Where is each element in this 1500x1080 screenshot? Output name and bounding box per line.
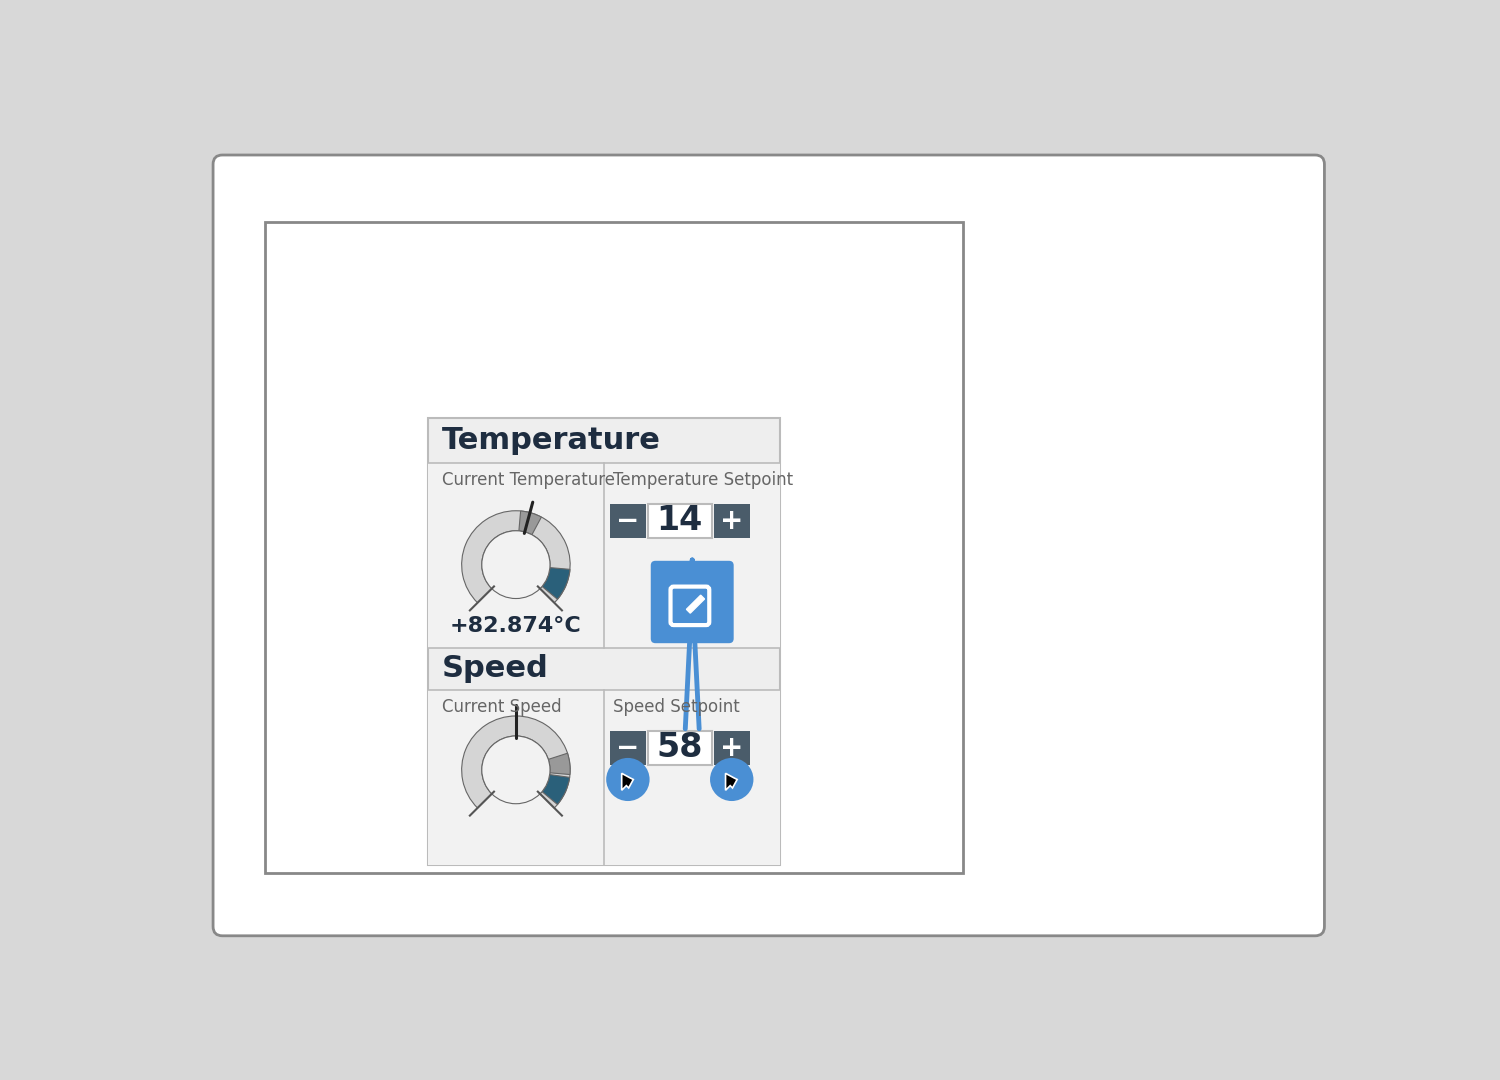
Text: Speed: Speed	[441, 654, 549, 684]
FancyBboxPatch shape	[427, 418, 780, 865]
Wedge shape	[462, 716, 570, 808]
Wedge shape	[542, 568, 570, 599]
Wedge shape	[542, 774, 570, 805]
FancyBboxPatch shape	[604, 690, 780, 865]
Circle shape	[482, 735, 550, 804]
FancyBboxPatch shape	[213, 156, 1324, 935]
Text: +: +	[720, 507, 744, 535]
FancyBboxPatch shape	[427, 463, 604, 648]
Text: −: −	[616, 734, 639, 761]
Text: 14: 14	[657, 504, 704, 537]
Text: +: +	[720, 734, 744, 761]
Polygon shape	[621, 773, 633, 791]
Text: Temperature Setpoint: Temperature Setpoint	[614, 471, 794, 489]
Wedge shape	[519, 511, 542, 535]
FancyBboxPatch shape	[651, 561, 734, 644]
Text: −: −	[616, 507, 639, 535]
Polygon shape	[687, 595, 705, 613]
Circle shape	[482, 530, 550, 598]
FancyBboxPatch shape	[427, 690, 604, 865]
Text: Speed Setpoint: Speed Setpoint	[614, 698, 740, 716]
Text: Current Temperature: Current Temperature	[441, 471, 615, 489]
Wedge shape	[462, 511, 570, 603]
Text: Current Speed: Current Speed	[441, 698, 561, 716]
Wedge shape	[549, 753, 570, 774]
FancyBboxPatch shape	[266, 222, 963, 873]
FancyBboxPatch shape	[648, 731, 711, 765]
FancyBboxPatch shape	[610, 503, 645, 538]
Circle shape	[710, 758, 753, 801]
Text: 58: 58	[657, 731, 704, 765]
Text: +82.874°C: +82.874°C	[450, 617, 582, 636]
FancyBboxPatch shape	[714, 503, 750, 538]
Polygon shape	[726, 773, 736, 791]
FancyBboxPatch shape	[604, 463, 780, 648]
FancyBboxPatch shape	[648, 503, 711, 538]
FancyBboxPatch shape	[714, 731, 750, 765]
Circle shape	[606, 758, 650, 801]
Text: Temperature: Temperature	[441, 427, 660, 455]
FancyBboxPatch shape	[610, 731, 645, 765]
